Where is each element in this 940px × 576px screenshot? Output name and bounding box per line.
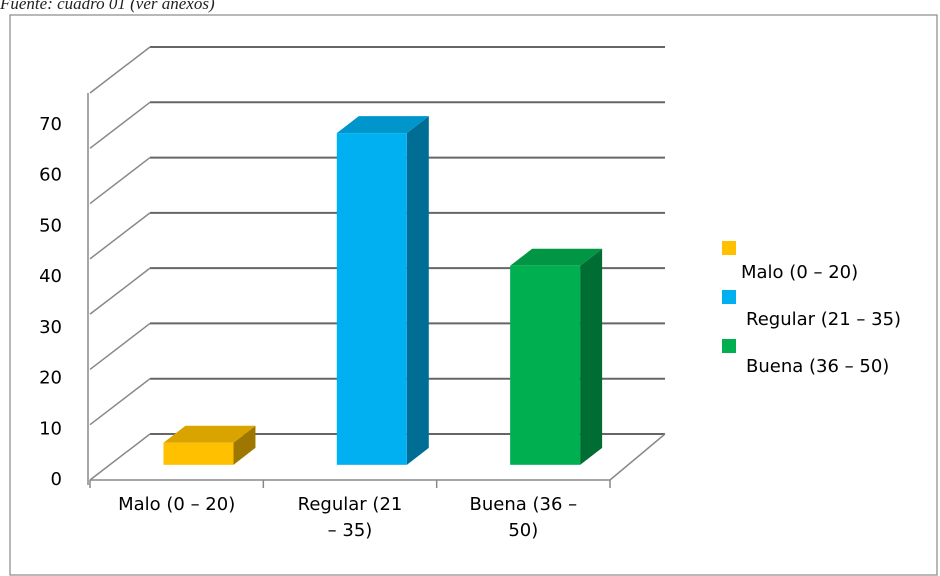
y-tick-label: 70 [39,114,62,135]
bar [163,442,234,465]
grid-line [89,322,151,371]
bar-side [233,425,256,465]
legend-label: Buena (36 – 50) [746,356,890,377]
grid-line [89,433,151,481]
bar-side [406,116,429,465]
y-tick-label: 60 [39,165,62,186]
y-tick-label: 10 [39,418,62,439]
legend-swatch [722,241,736,255]
grid-line [89,46,151,94]
legend-swatch [722,290,736,304]
x-tick-label: Malo (0 – 20) [118,494,236,515]
y-tick-label: 40 [39,266,62,287]
x-tick-label: Regular (21 – 35) [297,494,403,541]
grid-line [89,267,151,315]
legend-label: Malo (0 – 20) [741,262,859,283]
legend-label: Regular (21 – 35) [746,309,902,330]
y-tick-label: 50 [39,215,62,236]
y-tick-label: 20 [39,368,62,389]
grid-line [89,212,151,260]
grid-line [89,101,151,149]
bar-top [510,248,603,266]
grid-line [89,378,151,426]
bar-top [163,425,256,443]
bar [510,265,581,465]
chart-title: Fuente: cuadro 01 (ver anexos) [0,0,215,13]
chart-border [9,14,938,576]
legend-swatch [722,339,736,353]
y-tick-label: 0 [51,469,62,490]
floor-edge [609,433,666,481]
grid-line [89,156,151,205]
y-tick-label: 30 [39,317,62,338]
bar-top [336,116,429,134]
bar-side [580,248,603,465]
x-tick-label: Buena (36 – 50) [469,494,578,541]
bar [336,133,407,465]
